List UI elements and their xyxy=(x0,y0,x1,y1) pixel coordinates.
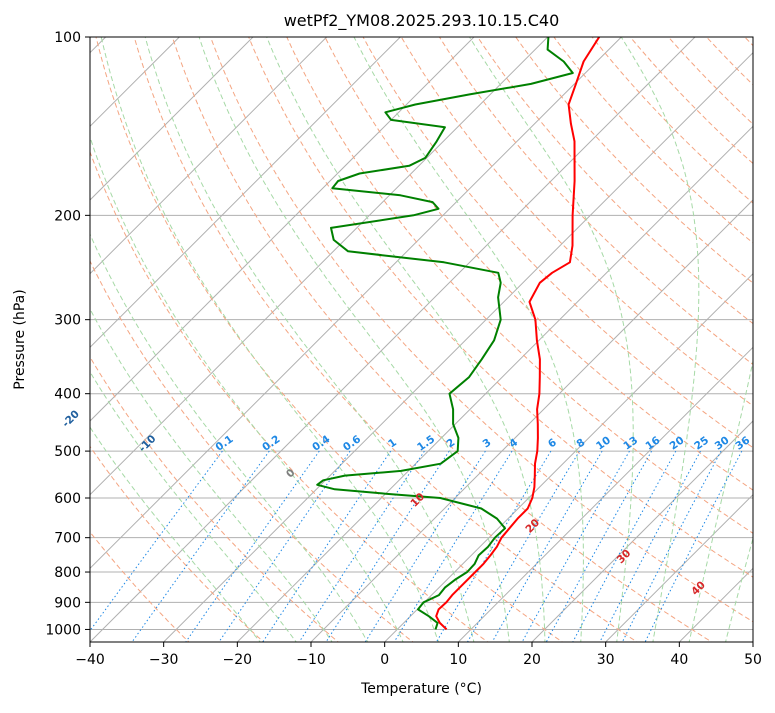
isotherm-gridline xyxy=(531,420,753,642)
x-tick-label: 40 xyxy=(670,652,688,668)
dewpoint-profile-line xyxy=(316,37,574,630)
y-tick-label: 700 xyxy=(54,531,81,547)
isotherm-gridline xyxy=(90,37,328,275)
moist-adiabat-line xyxy=(90,426,261,642)
y-tick-label: 400 xyxy=(54,387,81,403)
x-tick-label: −20 xyxy=(223,652,253,668)
dry-adiabat-line xyxy=(90,259,414,642)
dry-adiabat-line xyxy=(133,37,638,642)
mixing-ratio-line xyxy=(262,450,392,642)
mixing-ratio-line xyxy=(131,450,270,642)
mixing-ratio-line xyxy=(393,450,513,642)
x-tick-label: −40 xyxy=(75,652,105,668)
isotherm-gridline xyxy=(384,272,753,642)
dry-adiabat-line xyxy=(90,531,190,642)
dry-adiabat-line xyxy=(324,37,753,491)
y-tick-label: 300 xyxy=(54,313,81,329)
moist-adiabat-line xyxy=(90,232,369,642)
isotherm-gridline xyxy=(90,37,549,496)
isotherm-gridline xyxy=(90,37,254,201)
mixing-ratio-line xyxy=(621,450,722,642)
dry-adiabat-line xyxy=(209,37,753,623)
isotherm-gridline xyxy=(163,51,753,642)
plot-frame xyxy=(89,36,754,643)
isotherm-gridline xyxy=(90,37,475,422)
mixing-ratio-line xyxy=(325,450,450,642)
temperature-profile-line xyxy=(435,37,601,631)
moist-adiabat-line xyxy=(144,37,475,642)
moist-adiabat-line xyxy=(266,37,546,642)
x-tick-label: 50 xyxy=(744,652,762,668)
chart-title: wetPf2_YM08.2025.293.10.15.C40 xyxy=(284,11,560,31)
moist-adiabat-line xyxy=(90,370,297,642)
moist-adiabat-line xyxy=(469,37,634,642)
x-tick-label: −30 xyxy=(149,652,179,668)
mixing-ratio-line xyxy=(572,450,677,642)
moist-adiabat-line xyxy=(620,37,700,642)
x-tick-label: 10 xyxy=(449,652,467,668)
x-tick-label: 20 xyxy=(523,652,541,668)
y-tick-label: 100 xyxy=(54,30,81,46)
isotherm-gridline xyxy=(90,37,401,349)
dry-adiabat-line xyxy=(171,37,713,642)
moist-adiabat-line xyxy=(688,358,753,642)
isotherm-gridline xyxy=(457,346,753,642)
moist-adiabat-line xyxy=(353,37,584,642)
mixing-ratio-line xyxy=(491,450,603,642)
x-axis-label: Temperature (°C) xyxy=(360,681,482,697)
dry-adiabat-line xyxy=(362,37,753,449)
isotherm-gridline xyxy=(310,199,753,642)
isotherm-gridline xyxy=(90,37,622,570)
moist-adiabat-line xyxy=(90,308,333,642)
isotherm-gridline xyxy=(90,37,696,642)
moist-adiabat-line xyxy=(90,135,404,642)
moist-adiabat-line xyxy=(198,37,510,642)
axes: −40 −30 −20 −10 0 10 20 30 40 50 100 200 300 400 500 60… xyxy=(45,30,762,668)
dry-adiabat-line xyxy=(95,37,564,642)
mixing-ratio-line xyxy=(364,450,486,642)
background-lines xyxy=(90,37,753,642)
y-tick-label: 500 xyxy=(54,444,81,460)
isotherm-gridline xyxy=(236,125,753,642)
isotherm-gridline xyxy=(605,493,753,642)
mixing-ratio-line xyxy=(644,450,743,642)
y-tick-label: 800 xyxy=(54,565,81,581)
y-tick-label: 900 xyxy=(54,595,81,611)
y-tick-label: 200 xyxy=(54,208,81,224)
dry-adiabat-line xyxy=(438,37,753,366)
profile-series xyxy=(316,37,601,631)
dry-adiabat-line xyxy=(248,37,753,578)
mixing-ratio-line xyxy=(466,450,580,642)
dry-adiabat-line xyxy=(90,356,340,642)
y-tick-label: 600 xyxy=(54,491,81,507)
dry-adiabat-line xyxy=(286,37,753,534)
y-tick-label: 1000 xyxy=(45,622,81,638)
moist-adiabat-line xyxy=(100,37,440,642)
x-tick-label: −10 xyxy=(296,652,326,668)
dry-adiabat-line xyxy=(90,150,489,642)
moist-adiabat-line xyxy=(725,536,753,642)
x-tick-label: 30 xyxy=(597,652,615,668)
y-axis-label: Pressure (hPa) xyxy=(12,289,28,389)
x-tick-label: 0 xyxy=(380,652,389,668)
